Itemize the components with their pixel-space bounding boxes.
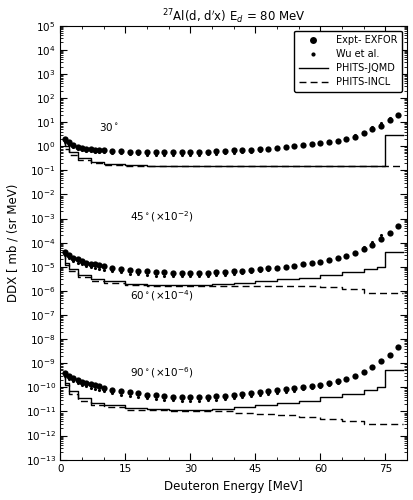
Text: $45^\circ$($\times$10$^{-2}$): $45^\circ$($\times$10$^{-2}$)	[130, 210, 192, 224]
Text: $90^\circ$($\times$10$^{-6}$): $90^\circ$($\times$10$^{-6}$)	[130, 365, 192, 380]
Text: $30^\circ$: $30^\circ$	[99, 120, 119, 132]
Title: $^{27}$Al(d, d$^\prime$x) E$_d$ = 80 MeV: $^{27}$Al(d, d$^\prime$x) E$_d$ = 80 MeV	[161, 7, 305, 26]
Text: $60^\circ$($\times$10$^{-4}$): $60^\circ$($\times$10$^{-4}$)	[130, 288, 192, 303]
X-axis label: Deuteron Energy [MeV]: Deuteron Energy [MeV]	[164, 480, 302, 493]
Legend: Expt- EXFOR, Wu et al., PHITS-JQMD, PHITS-INCL: Expt- EXFOR, Wu et al., PHITS-JQMD, PHIT…	[293, 30, 401, 92]
Y-axis label: DDX [ mb / (sr MeV): DDX [ mb / (sr MeV)	[7, 184, 20, 302]
